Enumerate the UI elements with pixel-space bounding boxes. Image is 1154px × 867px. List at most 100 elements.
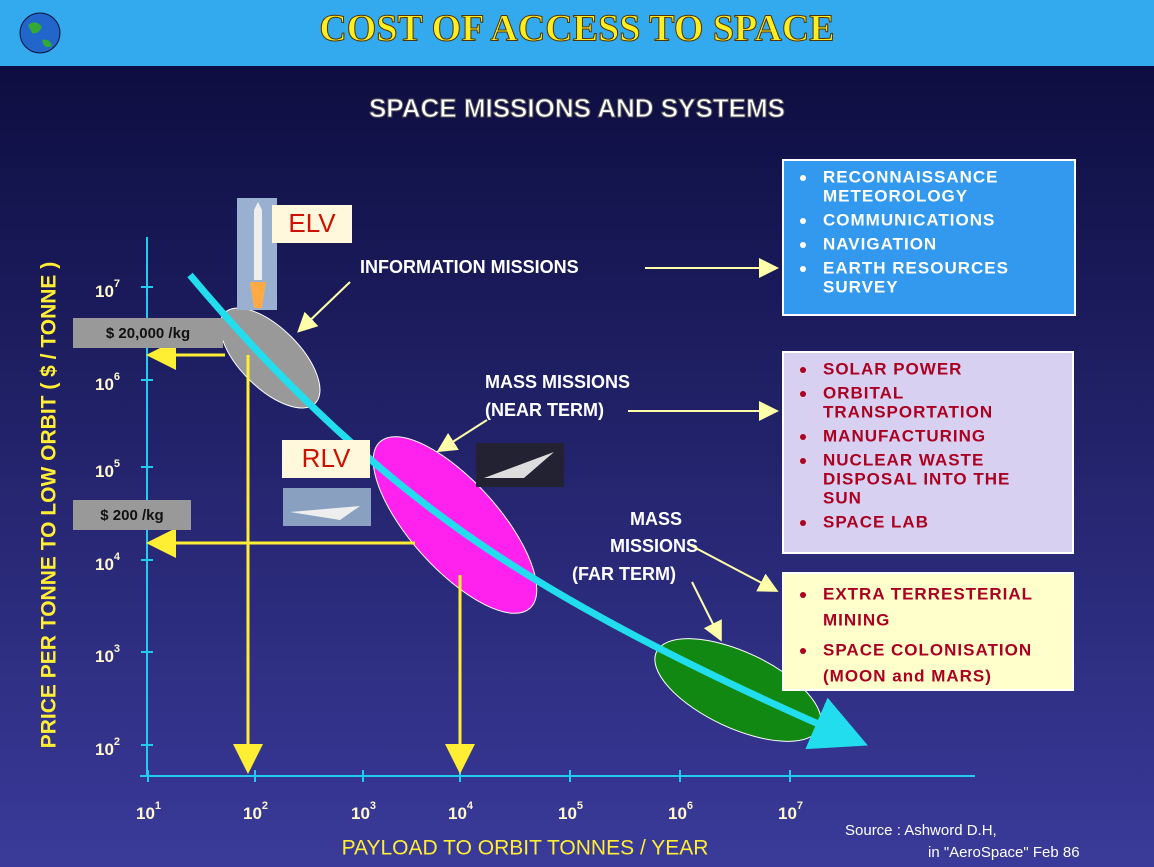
bullet [800, 648, 806, 654]
tick-base: 10 [95, 282, 114, 301]
tick-exp: 7 [114, 278, 120, 290]
title: COST OF ACCESS TO SPACE [319, 8, 834, 50]
box-item: METEOROLOGY [823, 186, 968, 205]
tick-exp: 1 [155, 800, 161, 812]
tick-exp: 5 [577, 800, 583, 812]
bullet [800, 391, 806, 397]
subtitle: SPACE MISSIONS AND SYSTEMS [369, 93, 785, 123]
source: in "AeroSpace" Feb 86 [928, 844, 1080, 861]
header-bar [0, 0, 1154, 66]
tick-base: 10 [243, 804, 262, 823]
price-label-box [73, 500, 191, 530]
y-tick-label: 103 [95, 643, 120, 667]
box-item: MANUFACTURING [823, 426, 986, 445]
box-item: SUN [823, 488, 862, 507]
bullet [800, 367, 806, 373]
bullet [800, 434, 806, 440]
mission-box [782, 351, 1074, 554]
tick-exp: 7 [797, 800, 803, 812]
box-item: SURVEY [823, 277, 899, 296]
x-tick-label: 106 [668, 800, 693, 824]
y-tick-label: 106 [95, 371, 120, 395]
tick-base: 10 [95, 647, 114, 666]
box-item: DISPOSAL INTO THE [823, 469, 1010, 488]
tick-base: 10 [95, 555, 114, 574]
mission-label: (NEAR TERM) [485, 400, 604, 420]
bullet [800, 218, 806, 224]
mission-label: (FAR TERM) [572, 564, 676, 584]
tick-exp: 3 [370, 800, 376, 812]
bullet [800, 175, 806, 181]
mission-label: INFORMATION MISSIONS [360, 257, 579, 277]
x-tick-label: 104 [448, 800, 474, 824]
x-tick-label: 105 [558, 800, 583, 824]
x-tick-label: 103 [351, 800, 376, 824]
vehicle-label: RLV [302, 443, 351, 473]
mission-label: MISSIONS [610, 536, 698, 556]
box-item: (MOON and MARS) [823, 666, 992, 685]
y-tick-label: 104 [95, 551, 121, 575]
box-item: NAVIGATION [823, 234, 937, 253]
vehicle-label: ELV [288, 208, 336, 238]
pointer-arrow [297, 281, 351, 333]
bullet [800, 520, 806, 526]
shuttle [484, 452, 554, 478]
tick-base: 10 [136, 804, 155, 823]
tick-base: 10 [95, 740, 114, 759]
tick-exp: 3 [114, 643, 120, 655]
price-label-box [73, 318, 223, 348]
box-item: ORBITAL [823, 383, 904, 402]
tick-base: 10 [778, 804, 797, 823]
x-tick-label: 101 [136, 800, 161, 824]
box-item: TRANSPORTATION [823, 402, 993, 421]
y-tick-label: 107 [95, 278, 120, 302]
box-item: COMMUNICATIONS [823, 210, 995, 229]
tick-base: 10 [448, 804, 467, 823]
tick-exp: 2 [114, 736, 120, 748]
cost-curve [187, 272, 868, 750]
globe-icon [19, 12, 61, 54]
box-item: RECONNAISSANCE [823, 167, 999, 186]
rocket [254, 202, 262, 280]
tick-exp: 6 [687, 800, 693, 812]
shuttle [290, 506, 360, 520]
tick-base: 10 [558, 804, 577, 823]
tick-exp: 5 [114, 458, 120, 470]
box-item: MINING [823, 610, 890, 629]
mission-box [782, 159, 1076, 316]
box-item: SPACE COLONISATION [823, 640, 1032, 659]
bullet [800, 242, 806, 248]
pointer-arrow [691, 581, 722, 642]
y-tick-label: 102 [95, 736, 120, 760]
mission-box [782, 572, 1074, 691]
y-axis-label: PRICE PER TONNE TO LOW ORBIT ( $ / TONNE… [38, 262, 61, 749]
bullet [800, 458, 806, 464]
tick-base: 10 [95, 462, 114, 481]
box-item: SOLAR POWER [823, 359, 962, 378]
x-tick-label: 102 [243, 800, 268, 824]
tick-exp: 6 [114, 371, 120, 383]
source: Source : Ashword D.H, [845, 822, 997, 839]
bullet [800, 592, 806, 598]
vehicle-label-box [282, 440, 370, 478]
tick-base: 10 [351, 804, 370, 823]
box-item: EXTRA TERRESTERIAL [823, 584, 1033, 603]
rocket-plume [250, 282, 266, 308]
tick-exp: 4 [467, 800, 474, 812]
x-axis-label: PAYLOAD TO ORBIT TONNES / YEAR [342, 837, 709, 860]
mission-label: MASS MISSIONS [485, 372, 630, 392]
tick-exp: 4 [114, 551, 121, 563]
vehicle-label-box [272, 205, 352, 243]
bullet [800, 266, 806, 272]
price-label: $ 200 /kg [100, 507, 163, 524]
tick-exp: 2 [262, 800, 268, 812]
pointer-arrow [689, 544, 779, 592]
pointer-arrow [436, 419, 488, 453]
price-label: $ 20,000 /kg [106, 325, 190, 342]
mission-label: MASS [630, 509, 682, 529]
box-item: NUCLEAR WASTE [823, 450, 984, 469]
tick-base: 10 [95, 375, 114, 394]
globe-land [28, 22, 52, 48]
